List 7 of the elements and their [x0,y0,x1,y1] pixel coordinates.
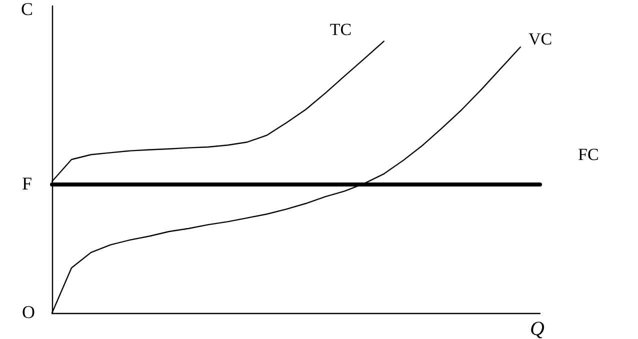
x-axis-title: Q [530,318,545,339]
y-axis-title: C [20,0,34,19]
text: FC [578,144,599,164]
series-label: VC [528,30,552,49]
text: O [22,302,35,322]
series-label: TC [330,20,352,39]
text: F [22,173,32,194]
